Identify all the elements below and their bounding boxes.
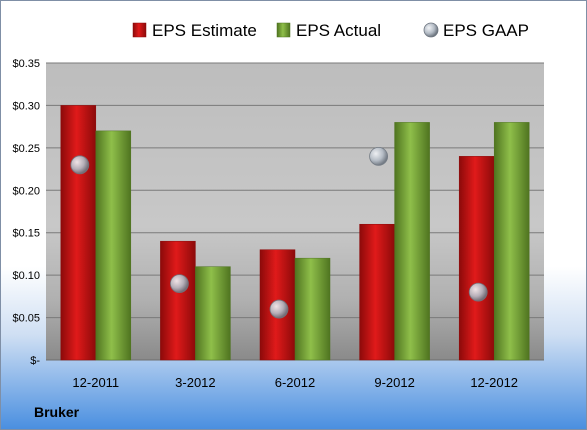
red-square-icon [132,22,147,38]
x-tick-label: 12-2011 [72,375,119,390]
y-tick-label: $0.30 [12,100,40,112]
bar-eps-estimate [60,105,97,361]
bar-eps-actual [394,122,430,361]
y-tick-label: $0.15 [12,228,40,240]
bar-eps-actual [294,257,331,361]
y-tick-label: $0.35 [12,58,40,70]
y-tick-label: $0.25 [12,143,40,155]
point-eps-gaap [468,282,488,302]
bar-eps-estimate [160,240,196,361]
x-axis-ticks: 12-2011 3-2012 6-2012 9-2012 12-2012 [72,375,518,390]
bar-eps-actual [95,130,132,361]
gaap-points [70,146,488,319]
legend: EPS Estimate EPS Actual EPS GAAP [132,21,529,40]
bar-eps-actual [195,266,231,361]
y-tick-label: $- [30,355,40,367]
bars [60,105,530,361]
point-eps-gaap [369,146,389,166]
bar-eps-estimate [359,223,395,361]
point-eps-gaap [70,155,90,175]
x-tick-label: 6-2012 [275,375,315,390]
legend-label-gaap: EPS GAAP [443,21,529,40]
y-axis-ticks: $- $0.05 $0.10 $0.15 $0.20 $0.25 $0.30 $0.35 [12,58,40,367]
point-eps-gaap [169,274,189,294]
legend-label-actual: EPS Actual [296,21,381,40]
gray-circle-icon [423,22,439,38]
legend-label-estimate: EPS Estimate [152,21,257,40]
y-tick-label: $0.05 [12,313,40,325]
y-tick-label: $0.20 [12,185,40,197]
x-tick-label: 3-2012 [175,375,215,390]
bar-eps-actual [493,122,530,361]
point-eps-gaap [269,299,289,319]
x-tick-label: 12-2012 [470,375,518,390]
company-caption: Bruker [34,404,80,420]
bar-eps-estimate [458,156,495,361]
y-tick-label: $0.10 [12,270,40,282]
x-tick-label: 9-2012 [374,375,414,390]
green-square-icon [276,22,291,38]
